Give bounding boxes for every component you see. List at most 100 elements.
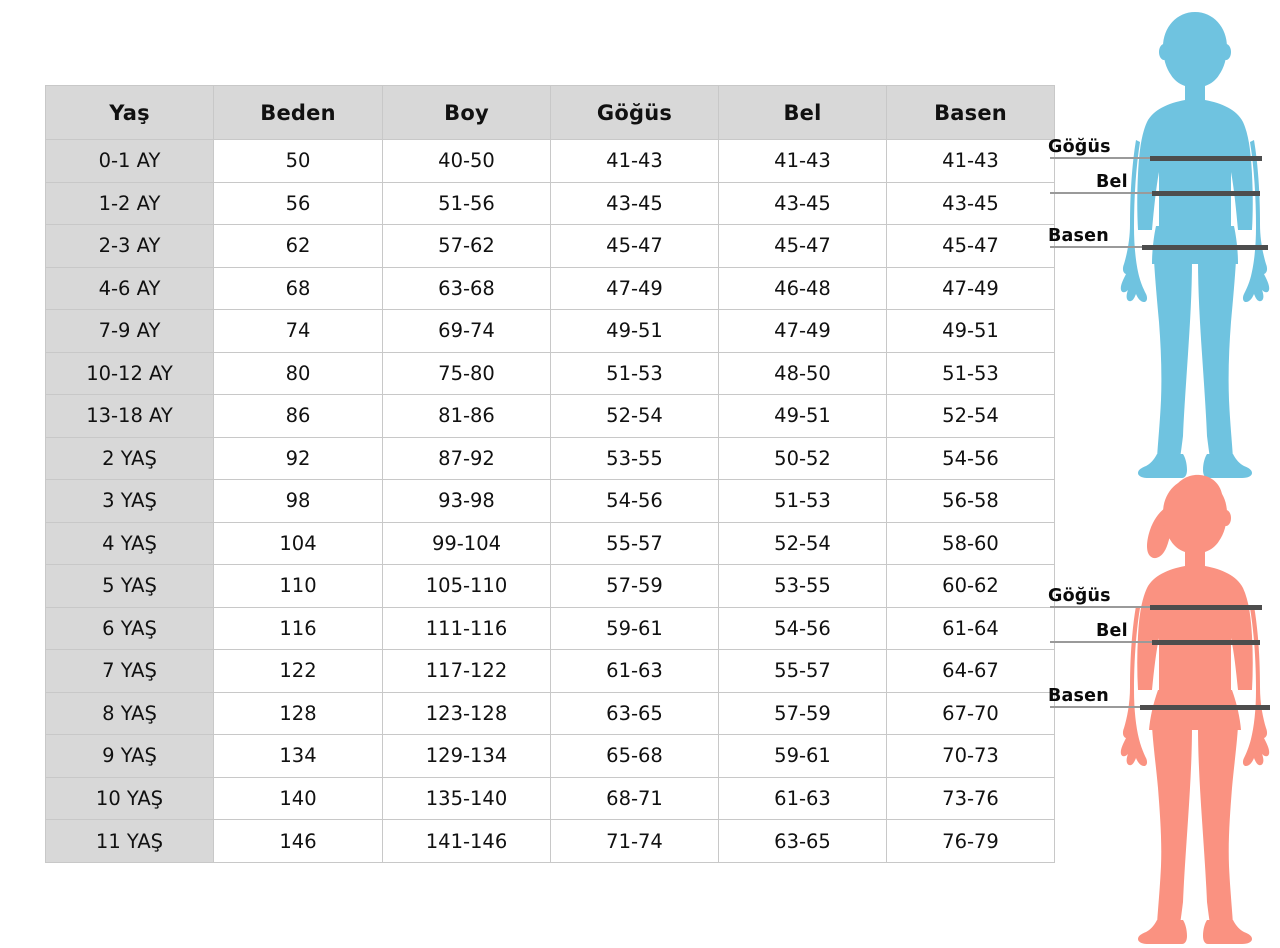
cell-waist: 63-65 — [718, 819, 887, 863]
cell-height: 117-122 — [382, 649, 551, 693]
cell-chest: 52-54 — [550, 394, 719, 438]
cell-chest: 59-61 — [550, 606, 719, 651]
cell-waist: 57-59 — [718, 691, 887, 736]
table-header-row: Yaş Beden Boy Göğüs Bel Basen — [45, 85, 1055, 140]
table-row: 4-6 AY 68 63-68 47-49 46-48 47-49 — [45, 266, 1055, 311]
cell-hip: 58-60 — [886, 521, 1055, 566]
size-chart-table: Yaş Beden Boy Göğüs Bel Basen 0-1 AY 50 40… — [45, 85, 1055, 863]
table-row: 10 YAŞ 140 135-140 68-71 61-63 73-76 — [45, 776, 1055, 821]
cell-size: 140 — [213, 776, 383, 821]
cell-hip: 41-43 — [886, 139, 1055, 183]
cell-height: 99-104 — [382, 521, 551, 566]
cell-chest: 55-57 — [550, 521, 719, 566]
table-row: 13-18 AY 86 81-86 52-54 49-51 52-54 — [45, 394, 1055, 438]
girl-hip-label: Basen — [1048, 685, 1109, 706]
table-row: 3 YAŞ 98 93-98 54-56 51-53 56-58 — [45, 479, 1055, 523]
table-row: 7-9 AY 74 69-74 49-51 47-49 49-51 — [45, 309, 1055, 353]
cell-age: 2 YAŞ — [45, 436, 214, 481]
table-row: 4 YAŞ 104 99-104 55-57 52-54 58-60 — [45, 521, 1055, 566]
cell-height: 51-56 — [382, 181, 551, 226]
cell-age: 3 YAŞ — [45, 479, 214, 523]
cell-height: 63-68 — [382, 266, 551, 311]
cell-chest: 68-71 — [550, 776, 719, 821]
table-body: 0-1 AY 50 40-50 41-43 41-43 41-43 1-2 AY 56 51-5… — [45, 139, 1055, 863]
boy-chest-measure: Göğüs — [1040, 138, 1280, 161]
cell-height: 135-140 — [382, 776, 551, 821]
table-row: 9 YAŞ 134 129-134 65-68 59-61 70-73 — [45, 734, 1055, 778]
cell-height: 75-80 — [382, 351, 551, 396]
boy-figure: Göğüs Bel Basen — [1040, 2, 1280, 484]
table-row: 8 YAŞ 128 123-128 63-65 57-59 67-70 — [45, 691, 1055, 736]
cell-hip: 67-70 — [886, 691, 1055, 736]
cell-chest: 43-45 — [550, 181, 719, 226]
cell-age: 4-6 AY — [45, 266, 214, 311]
table-row: 2 YAŞ 92 87-92 53-55 50-52 54-56 — [45, 436, 1055, 481]
cell-hip: 49-51 — [886, 309, 1055, 353]
cell-waist: 55-57 — [718, 649, 887, 693]
girl-chest-band — [1150, 605, 1262, 610]
cell-chest: 41-43 — [550, 139, 719, 183]
boy-silhouette-icon — [1120, 12, 1270, 478]
cell-hip: 60-62 — [886, 564, 1055, 608]
cell-waist: 53-55 — [718, 564, 887, 608]
cell-chest: 53-55 — [550, 436, 719, 481]
cell-height: 141-146 — [382, 819, 551, 863]
cell-chest: 49-51 — [550, 309, 719, 353]
boy-chest-band — [1150, 156, 1262, 161]
table-row: 10-12 AY 80 75-80 51-53 48-50 51-53 — [45, 351, 1055, 396]
column-header-hip: Basen — [886, 85, 1055, 140]
cell-waist: 45-47 — [718, 224, 887, 268]
cell-size: 98 — [213, 479, 383, 523]
table-row: 6 YAŞ 116 111-116 59-61 54-56 61-64 — [45, 606, 1055, 651]
cell-waist: 52-54 — [718, 521, 887, 566]
cell-chest: 63-65 — [550, 691, 719, 736]
column-header-age: Yaş — [45, 85, 214, 140]
cell-size: 128 — [213, 691, 383, 736]
column-header-height: Boy — [382, 85, 551, 140]
girl-waist-leader-line — [1050, 641, 1238, 643]
boy-waist-leader-line — [1050, 192, 1238, 194]
cell-chest: 51-53 — [550, 351, 719, 396]
cell-age: 11 YAŞ — [45, 819, 214, 863]
cell-hip: 45-47 — [886, 224, 1055, 268]
cell-age: 8 YAŞ — [45, 691, 214, 736]
cell-chest: 45-47 — [550, 224, 719, 268]
table-row: 11 YAŞ 146 141-146 71-74 63-65 76-79 — [45, 819, 1055, 863]
cell-chest: 54-56 — [550, 479, 719, 523]
cell-waist: 54-56 — [718, 606, 887, 651]
cell-age: 6 YAŞ — [45, 606, 214, 651]
cell-size: 122 — [213, 649, 383, 693]
girl-hip-band — [1140, 705, 1270, 710]
cell-height: 129-134 — [382, 734, 551, 778]
cell-height: 87-92 — [382, 436, 551, 481]
cell-hip: 73-76 — [886, 776, 1055, 821]
cell-waist: 50-52 — [718, 436, 887, 481]
girl-chest-label: Göğüs — [1048, 585, 1111, 606]
column-header-chest: Göğüs — [550, 85, 719, 140]
cell-waist: 61-63 — [718, 776, 887, 821]
cell-height: 57-62 — [382, 224, 551, 268]
cell-hip: 76-79 — [886, 819, 1055, 863]
cell-size: 92 — [213, 436, 383, 481]
cell-hip: 56-58 — [886, 479, 1055, 523]
cell-size: 116 — [213, 606, 383, 651]
girl-waist-band — [1152, 640, 1260, 645]
girl-figure: Göğüs Bel Basen — [1040, 466, 1280, 948]
boy-hip-band — [1142, 245, 1268, 250]
cell-height: 69-74 — [382, 309, 551, 353]
cell-hip: 47-49 — [886, 266, 1055, 311]
cell-hip: 51-53 — [886, 351, 1055, 396]
cell-age: 4 YAŞ — [45, 521, 214, 566]
cell-size: 62 — [213, 224, 383, 268]
cell-age: 10-12 AY — [45, 351, 214, 396]
cell-size: 74 — [213, 309, 383, 353]
cell-age: 5 YAŞ — [45, 564, 214, 608]
cell-age: 2-3 AY — [45, 224, 214, 268]
cell-chest: 47-49 — [550, 266, 719, 311]
body-figures-panel: Göğüs Bel Basen — [1040, 0, 1280, 948]
cell-waist: 49-51 — [718, 394, 887, 438]
boy-waist-label: Bel — [1096, 171, 1128, 192]
cell-height: 40-50 — [382, 139, 551, 183]
cell-hip: 61-64 — [886, 606, 1055, 651]
column-header-waist: Bel — [718, 85, 887, 140]
